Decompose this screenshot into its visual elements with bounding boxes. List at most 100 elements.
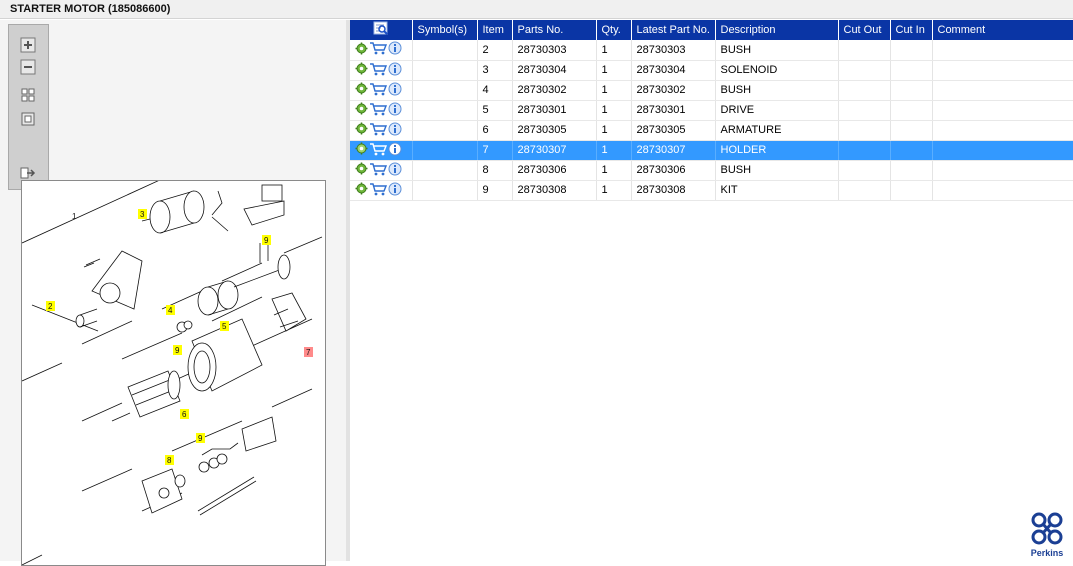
cell-row-actions bbox=[350, 60, 413, 81]
cell-cut-in bbox=[890, 40, 933, 61]
column-header-comment[interactable]: Comment bbox=[932, 20, 1073, 40]
callout-7-label: 7 bbox=[306, 348, 311, 357]
actual-size-button[interactable] bbox=[19, 111, 37, 127]
cell-description: KIT bbox=[715, 180, 839, 201]
cell-qty: 1 bbox=[596, 120, 632, 141]
fit-all-button[interactable] bbox=[19, 87, 37, 103]
add-to-cart-icon[interactable] bbox=[369, 62, 388, 79]
info-icon[interactable] bbox=[388, 142, 402, 159]
add-to-cart-icon[interactable] bbox=[369, 82, 388, 99]
info-icon[interactable] bbox=[388, 62, 402, 79]
info-icon[interactable] bbox=[388, 82, 402, 99]
cell-description: BUSH bbox=[715, 80, 839, 101]
cell-latest-part-no: 28730305 bbox=[631, 120, 716, 141]
info-icon[interactable] bbox=[388, 102, 402, 119]
zoom-out-icon bbox=[20, 59, 36, 75]
cell-cut-in bbox=[890, 160, 933, 181]
cell-comment bbox=[932, 120, 1073, 141]
zoom-out-button[interactable] bbox=[19, 59, 37, 75]
cell-symbols bbox=[412, 160, 478, 181]
add-to-cart-icon[interactable] bbox=[369, 182, 388, 199]
table-row[interactable]: 6 28730305 1 28730305 ARMATURE bbox=[350, 120, 1073, 141]
column-header-latest-part-no[interactable]: Latest Part No. bbox=[631, 20, 716, 40]
callout-9-top-label: 9 bbox=[264, 236, 269, 245]
cell-item: 6 bbox=[477, 120, 513, 141]
cell-cut-out bbox=[838, 40, 891, 61]
table-row[interactable]: 5 28730301 1 28730301 DRIVE bbox=[350, 100, 1073, 121]
info-icon[interactable] bbox=[388, 182, 402, 199]
cell-part-no: 28730302 bbox=[512, 80, 597, 101]
cell-comment bbox=[932, 160, 1073, 181]
add-to-cart-icon[interactable] bbox=[369, 41, 388, 58]
callout-9-middle[interactable]: 9 bbox=[173, 345, 182, 355]
table-header-row: Symbol(s) Item Parts No. Qty. Latest Par… bbox=[350, 20, 1073, 40]
table-row[interactable]: 2 28730303 1 28730303 BUSH bbox=[350, 40, 1073, 61]
cell-description: ARMATURE bbox=[715, 120, 839, 141]
cell-item: 7 bbox=[477, 140, 513, 161]
column-header-symbols[interactable]: Symbol(s) bbox=[412, 20, 478, 40]
settings-gear-icon[interactable] bbox=[355, 122, 368, 138]
callout-4-label: 4 bbox=[168, 306, 173, 315]
cell-symbols bbox=[412, 60, 478, 81]
cell-symbols bbox=[412, 100, 478, 121]
table-row[interactable]: 3 28730304 1 28730304 SOLENOID bbox=[350, 60, 1073, 81]
cell-comment bbox=[932, 40, 1073, 61]
settings-gear-icon[interactable] bbox=[355, 102, 368, 118]
cell-qty: 1 bbox=[596, 40, 632, 61]
callout-2[interactable]: 2 bbox=[46, 301, 55, 311]
cell-row-actions bbox=[350, 180, 413, 201]
panel-splitter[interactable] bbox=[346, 20, 350, 561]
column-header-item[interactable]: Item bbox=[477, 20, 513, 40]
cell-part-no: 28730307 bbox=[512, 140, 597, 161]
settings-gear-icon[interactable] bbox=[355, 62, 368, 78]
callout-7[interactable]: 7 bbox=[304, 347, 313, 357]
info-icon[interactable] bbox=[388, 162, 402, 179]
add-to-cart-icon[interactable] bbox=[369, 102, 388, 119]
perkins-logo-text: Perkins bbox=[1030, 548, 1064, 558]
settings-gear-icon[interactable] bbox=[355, 182, 368, 198]
callout-9-bottom[interactable]: 9 bbox=[196, 433, 205, 443]
cell-cut-in bbox=[890, 80, 933, 101]
page-title: STARTER MOTOR (185086600) bbox=[10, 3, 171, 15]
cell-part-no: 28730308 bbox=[512, 180, 597, 201]
settings-gear-icon[interactable] bbox=[355, 142, 368, 158]
callout-4[interactable]: 4 bbox=[166, 305, 175, 315]
info-icon[interactable] bbox=[388, 122, 402, 139]
cell-description: BUSH bbox=[715, 160, 839, 181]
add-to-cart-icon[interactable] bbox=[369, 122, 388, 139]
export-icon bbox=[20, 167, 36, 179]
column-header-parts-no[interactable]: Parts No. bbox=[512, 20, 597, 40]
callout-9-top[interactable]: 9 bbox=[262, 235, 271, 245]
column-header-description[interactable]: Description bbox=[715, 20, 839, 40]
settings-gear-icon[interactable] bbox=[355, 162, 368, 178]
column-header-cut-out[interactable]: Cut Out bbox=[838, 20, 891, 40]
cell-cut-in bbox=[890, 100, 933, 121]
callout-3[interactable]: 3 bbox=[138, 209, 147, 219]
callout-5[interactable]: 5 bbox=[220, 321, 229, 331]
zoom-in-button[interactable] bbox=[19, 37, 37, 53]
table-row[interactable]: 8 28730306 1 28730306 BUSH bbox=[350, 160, 1073, 181]
table-row[interactable]: 4 28730302 1 28730302 BUSH bbox=[350, 80, 1073, 101]
cell-description: SOLENOID bbox=[715, 60, 839, 81]
info-icon[interactable] bbox=[388, 41, 402, 58]
cell-latest-part-no: 28730307 bbox=[631, 140, 716, 161]
cell-cut-out bbox=[838, 120, 891, 141]
settings-gear-icon[interactable] bbox=[355, 82, 368, 98]
callout-8[interactable]: 8 bbox=[165, 455, 174, 465]
settings-gear-icon[interactable] bbox=[355, 42, 368, 58]
table-row[interactable]: 7 28730307 1 28730307 HOLDER bbox=[350, 140, 1073, 161]
column-header-cut-in[interactable]: Cut In bbox=[890, 20, 933, 40]
table-row[interactable]: 9 28730308 1 28730308 KIT bbox=[350, 180, 1073, 201]
column-header-qty[interactable]: Qty. bbox=[596, 20, 632, 40]
callout-6[interactable]: 6 bbox=[180, 409, 189, 419]
export-button[interactable] bbox=[19, 165, 37, 181]
exploded-diagram[interactable]: 1 2 3 4 5 6 7 bbox=[21, 180, 326, 566]
cell-cut-in bbox=[890, 120, 933, 141]
parts-grid-panel: Symbol(s) Item Parts No. Qty. Latest Par… bbox=[350, 20, 1073, 561]
title-bar: STARTER MOTOR (185086600) bbox=[0, 0, 1073, 19]
cell-cut-out bbox=[838, 80, 891, 101]
column-header-icons[interactable] bbox=[350, 20, 413, 40]
add-to-cart-icon[interactable] bbox=[369, 162, 388, 179]
cell-latest-part-no: 28730302 bbox=[631, 80, 716, 101]
add-to-cart-icon[interactable] bbox=[369, 142, 388, 159]
